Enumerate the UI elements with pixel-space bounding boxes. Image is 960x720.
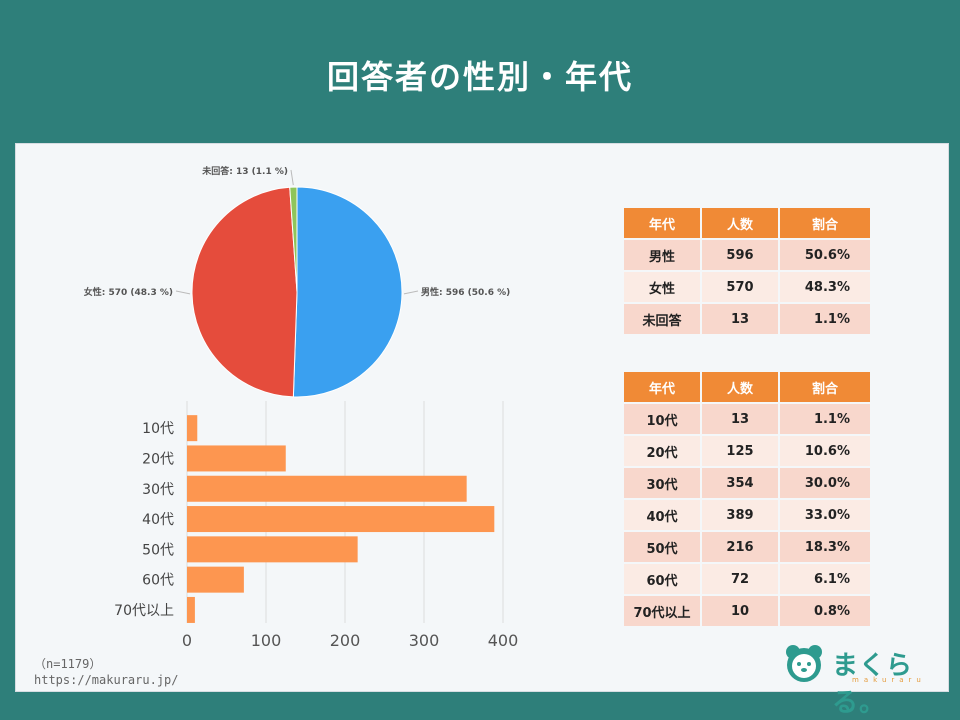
table-cell: 72 <box>702 564 778 594</box>
table-cell: 男性 <box>624 240 700 270</box>
pie-slice-label: 男性: 596 (50.6 %) <box>421 286 510 298</box>
table-cell: 10 <box>702 596 778 626</box>
table-row: 70代以上 10 0.8% <box>624 596 870 626</box>
x-tick-label: 0 <box>182 631 192 650</box>
gender-pie-chart: 男性: 596 (50.6 %) 女性: 570 (48.3 %) 未回答: 13 … <box>84 165 510 398</box>
table-cell: 未回答 <box>624 304 700 334</box>
pie-slice-1 <box>191 186 298 398</box>
pie-slice-label: 女性: 570 (48.3 %) <box>84 286 173 298</box>
table-cell: 70代以上 <box>624 596 700 626</box>
y-category-label: 50代 <box>142 542 174 558</box>
table-row: 20代 125 10.6% <box>624 436 870 466</box>
y-category-label: 60代 <box>142 573 174 589</box>
y-category-label: 70代以上 <box>114 603 174 619</box>
table-cell: 30代 <box>624 468 700 498</box>
header-cell: 人数 <box>702 208 778 238</box>
table-cell: 33.0% <box>780 500 870 530</box>
table-row: 未回答 13 1.1% <box>624 304 870 334</box>
table-row: 10代 13 1.1% <box>624 404 870 434</box>
table-cell: 20代 <box>624 436 700 466</box>
table-cell: 570 <box>702 272 778 302</box>
table-cell: 10代 <box>624 404 700 434</box>
header-cell: 人数 <box>702 372 778 402</box>
pie-slice-0 <box>292 186 403 398</box>
table-cell: 125 <box>702 436 778 466</box>
table-cell: 13 <box>702 404 778 434</box>
table-cell: 10.6% <box>780 436 870 466</box>
table-cell: 女性 <box>624 272 700 302</box>
bar-4 <box>187 536 358 563</box>
y-category-label: 10代 <box>142 421 174 437</box>
header-cell: 割合 <box>780 372 870 402</box>
pie-leader-line <box>290 169 294 186</box>
pie-leader-line <box>403 290 419 295</box>
table-cell: 0.8% <box>780 596 870 626</box>
x-tick-label: 300 <box>409 631 440 650</box>
table-cell: 216 <box>702 532 778 562</box>
bear-mascot-icon <box>786 645 822 682</box>
age-table: 年代 人数 割合 10代 13 1.1% 20代 125 10.6% 30代 3… <box>622 370 872 628</box>
table-row: 60代 72 6.1% <box>624 564 870 594</box>
table-row: 50代 216 18.3% <box>624 532 870 562</box>
table-cell: 60代 <box>624 564 700 594</box>
table-cell: 596 <box>702 240 778 270</box>
table-cell: 1.1% <box>780 404 870 434</box>
table-cell: 389 <box>702 500 778 530</box>
logo-subtext: makuraru <box>852 676 926 684</box>
page-title: 回答者の性別・年代 <box>326 58 633 96</box>
table-row: 40代 389 33.0% <box>624 500 870 530</box>
header-cell: 年代 <box>624 208 700 238</box>
table-cell: 6.1% <box>780 564 870 594</box>
x-tick-label: 200 <box>330 631 361 650</box>
bar-3 <box>187 506 495 533</box>
gender-table: 年代 人数 割合 男性 596 50.6% 女性 570 48.3% 未回答 1… <box>622 206 872 336</box>
age-bar-chart: 0 100 200 300 400 10代 20代 30代 40代 50代 60代 70代以上 <box>114 401 519 650</box>
table-cell: 40代 <box>624 500 700 530</box>
table-cell: 13 <box>702 304 778 334</box>
table-cell: 1.1% <box>780 304 870 334</box>
table-cell: 50代 <box>624 532 700 562</box>
bar-2 <box>187 475 467 502</box>
pie-slice-2 <box>289 186 298 293</box>
bar-1 <box>187 445 286 472</box>
bar-5 <box>187 566 244 593</box>
logo-text: まくらる。 <box>832 651 914 718</box>
table-cell: 18.3% <box>780 532 870 562</box>
header-cell: 年代 <box>624 372 700 402</box>
bar-0 <box>187 415 198 442</box>
y-category-label: 40代 <box>142 512 174 528</box>
x-tick-label: 100 <box>251 631 282 650</box>
table-cell: 30.0% <box>780 468 870 498</box>
pie-slice-label: 未回答: 13 (1.1 %) <box>201 165 288 177</box>
table-row: 30代 354 30.0% <box>624 468 870 498</box>
x-tick-label: 400 <box>488 631 519 650</box>
source-url[interactable]: https://makuraru.jp/ <box>34 673 179 687</box>
y-category-label: 20代 <box>142 451 174 467</box>
table-row: 男性 596 50.6% <box>624 240 870 270</box>
table-cell: 50.6% <box>780 240 870 270</box>
age-table-header: 年代 人数 割合 <box>624 372 870 402</box>
pie-leader-line <box>175 290 191 295</box>
table-row: 女性 570 48.3% <box>624 272 870 302</box>
table-cell: 48.3% <box>780 272 870 302</box>
table-cell: 354 <box>702 468 778 498</box>
sample-size-note: （n=1179） <box>34 657 102 671</box>
bar-6 <box>187 596 195 623</box>
brand-logo[interactable]: まくらる。 makuraru <box>782 641 952 718</box>
content-panel: 男性: 596 (50.6 %) 女性: 570 (48.3 %) 未回答: 13 … <box>15 143 952 718</box>
y-category-label: 30代 <box>142 482 174 498</box>
header-cell: 割合 <box>780 208 870 238</box>
gender-table-header: 年代 人数 割合 <box>624 208 870 238</box>
